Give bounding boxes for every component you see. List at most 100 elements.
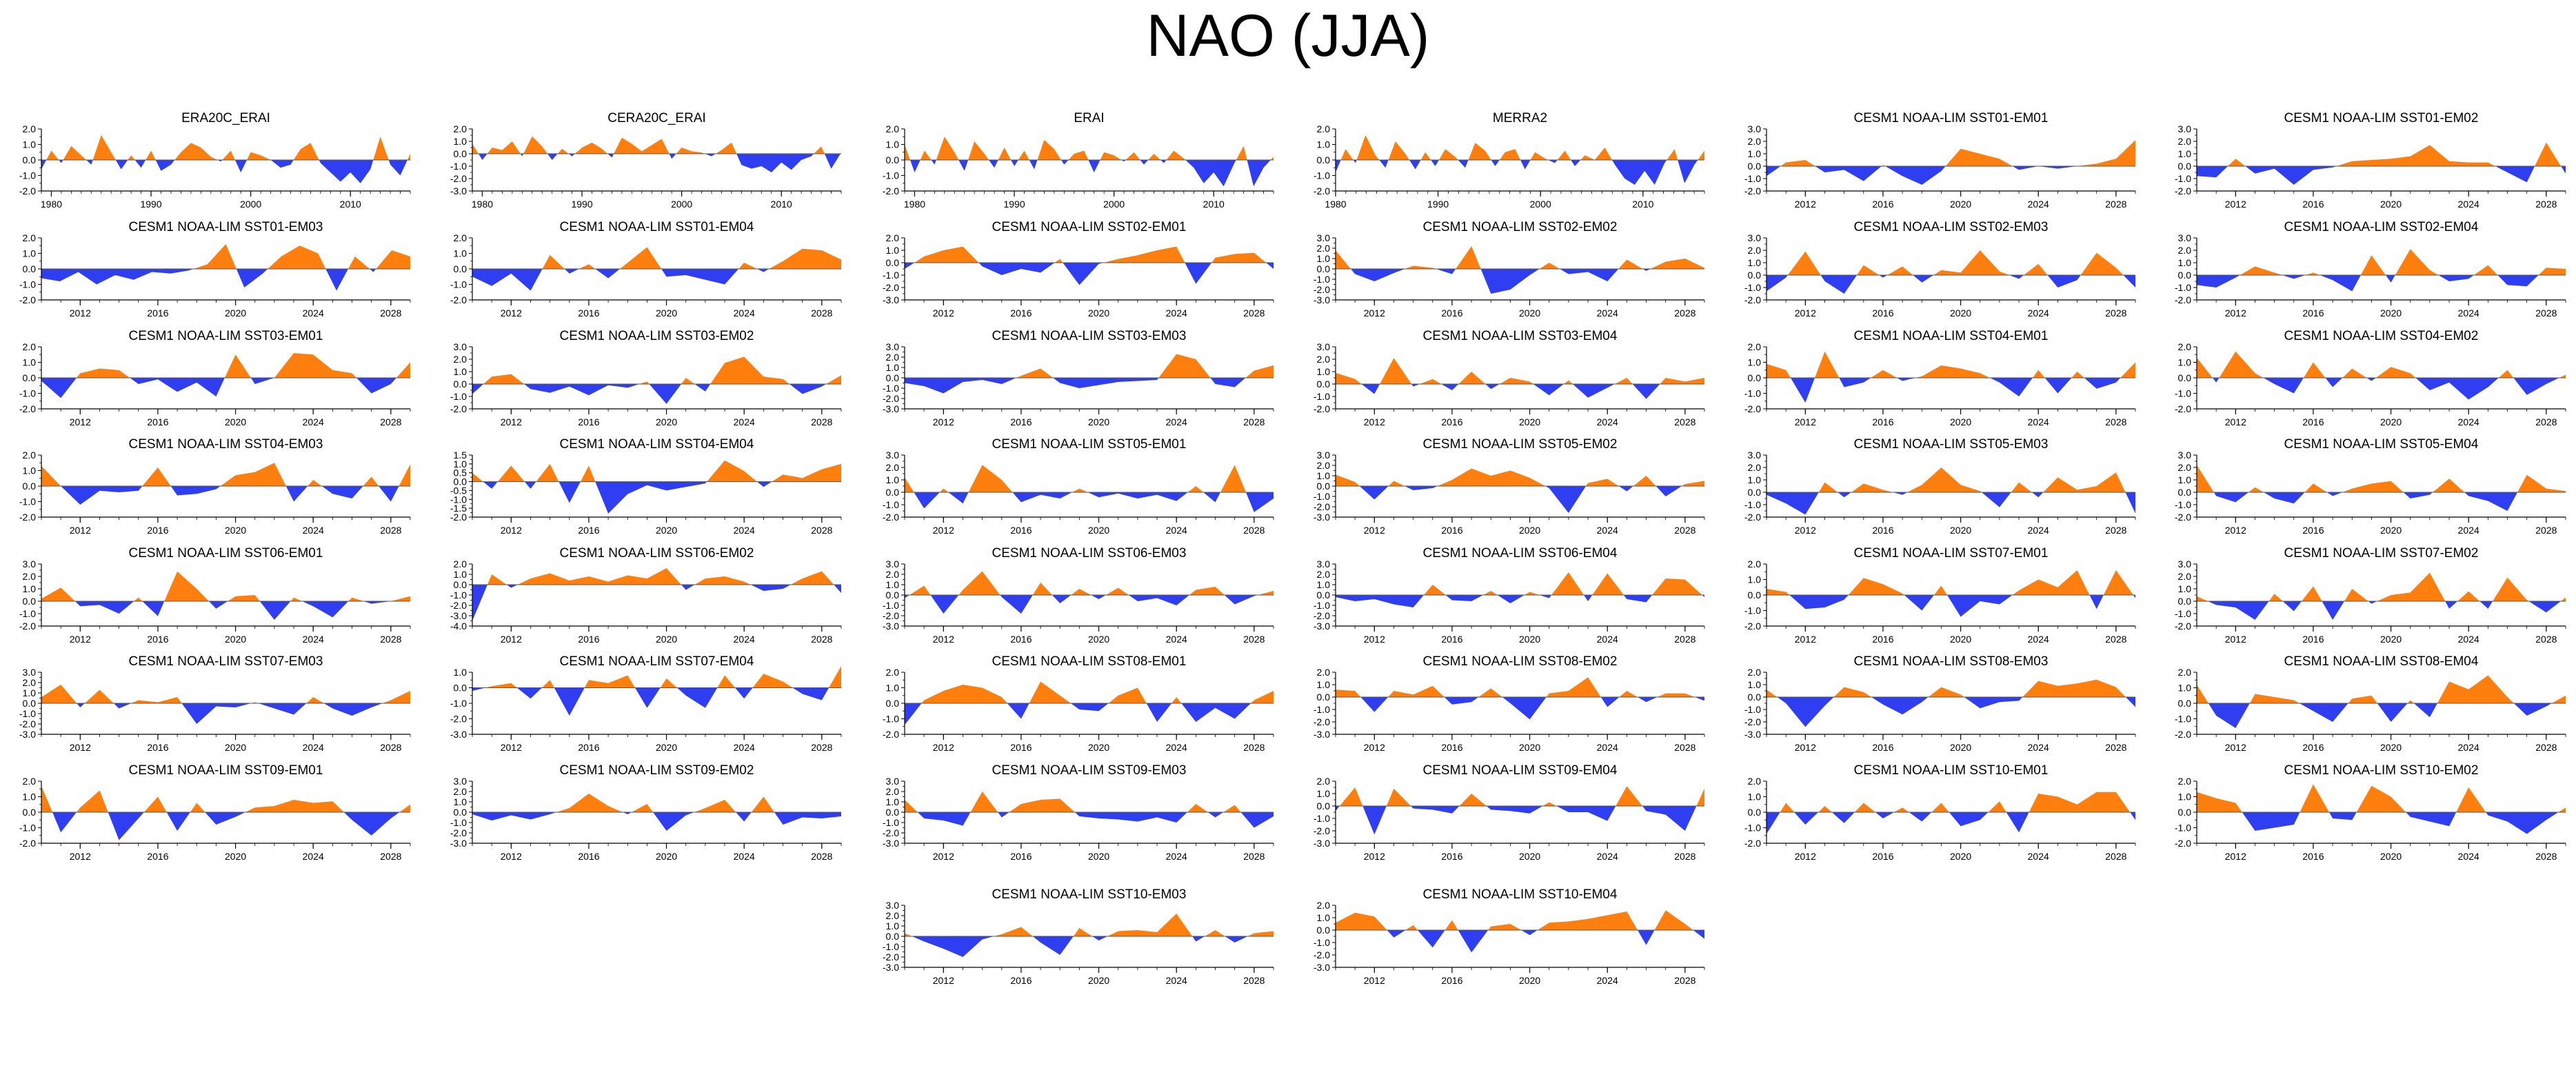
x-tick-label: 2028 (2535, 634, 2557, 645)
positive-anomaly-area (1539, 263, 1560, 269)
y-tick-label: 2.0 (2178, 245, 2192, 256)
negative-anomaly-area (1913, 275, 1934, 283)
y-tick-label: -1.0 (883, 714, 899, 725)
y-tick-label: 1.0 (2178, 257, 2192, 268)
negative-anomaly-area (1584, 595, 1593, 601)
negative-anomaly-area (356, 378, 396, 394)
x-tick-label: 2024 (2028, 416, 2049, 427)
x-tick-label: 2020 (2380, 851, 2402, 862)
y-tick-label: 1.0 (886, 139, 900, 150)
y-tick-label: -2.0 (1314, 403, 1330, 414)
positive-anomaly-area (1633, 476, 1656, 486)
y-tick-label: 1.0 (454, 667, 467, 678)
positive-anomaly-area (1388, 141, 1409, 160)
positive-anomaly-area (1616, 786, 1642, 806)
positive-anomaly-area (1857, 265, 1880, 275)
negative-anomaly-area (1497, 595, 1525, 603)
negative-anomaly-area (1638, 930, 1655, 945)
positive-anomaly-area (1388, 481, 1405, 486)
x-tick-label: 2016 (1010, 308, 1032, 319)
negative-anomaly-area (1520, 160, 1531, 170)
panel-title: CESM1 NOAA-LIM SST05-EM01 (992, 437, 1187, 452)
negative-anomaly-area (774, 812, 841, 825)
y-tick-label: -1.0 (1314, 491, 1330, 502)
positive-anomaly-area (382, 691, 410, 703)
x-tick-label: 2024 (2028, 851, 2049, 862)
y-tick-label: -1.0 (1744, 823, 1761, 834)
y-tick-label: 2.0 (23, 450, 37, 461)
negative-anomaly-area (1203, 492, 1220, 503)
x-tick-label: 2012 (70, 634, 91, 645)
x-tick-label: 2028 (380, 525, 401, 536)
x-tick-label: 2016 (1441, 851, 1462, 862)
y-tick-label: 2.0 (23, 232, 37, 243)
x-tick-label: 2016 (578, 525, 599, 536)
x-tick-label: 2020 (225, 416, 246, 427)
y-tick-label: -1.0 (1744, 173, 1761, 184)
positive-anomaly-area (1405, 265, 1436, 269)
positive-anomaly-area (1187, 804, 1208, 812)
x-tick-label: 2028 (811, 416, 832, 427)
positive-anomaly-area (222, 150, 235, 160)
negative-anomaly-area (1694, 697, 1704, 701)
negative-anomaly-area (1336, 806, 1340, 812)
negative-anomaly-area (1092, 936, 1108, 940)
x-tick-label: 2016 (1010, 634, 1032, 645)
y-tick-label: 0.0 (2178, 487, 2192, 498)
y-tick-label: 2.0 (1748, 667, 1762, 678)
negative-anomaly-area (61, 486, 143, 505)
positive-anomaly-area (41, 587, 75, 601)
positive-anomaly-area (487, 141, 521, 154)
x-tick-label: 2020 (225, 308, 246, 319)
negative-anomaly-area (2044, 378, 2072, 394)
positive-anomaly-area (968, 141, 989, 160)
y-tick-label: -3.0 (1314, 838, 1330, 849)
negative-anomaly-area (472, 812, 556, 820)
negative-anomaly-area (2282, 601, 2302, 612)
y-tick-label: -3.0 (1744, 729, 1761, 740)
negative-anomaly-area (792, 687, 829, 701)
negative-anomaly-area (2006, 812, 2029, 833)
negative-anomaly-area (319, 160, 374, 183)
negative-anomaly-area (1224, 595, 1258, 605)
y-tick-label: -2.0 (19, 838, 36, 849)
positive-anomaly-area (1187, 486, 1204, 492)
x-tick-label: 2016 (578, 416, 599, 427)
positive-anomaly-area (396, 362, 410, 378)
y-tick-label: -1.0 (883, 270, 899, 281)
panel: CESM1 NOAA-LIM SST09-EM02 -3.0-2.0-1.00.0… (450, 763, 842, 862)
y-tick-label: 1.0 (1748, 792, 1762, 803)
panel-title: CESM1 NOAA-LIM SST08-EM03 (1854, 654, 2049, 669)
x-tick-label: 2012 (1795, 525, 1816, 536)
x-tick-label: 2012 (933, 975, 954, 986)
y-tick-label: -1.0 (883, 817, 899, 828)
negative-anomaly-area (142, 601, 165, 616)
panel: CESM1 NOAA-LIM SST05-EM02 -3.0-2.0-1.00.0… (1314, 437, 1705, 536)
x-tick-label: 2020 (656, 742, 677, 753)
negative-anomaly-area (155, 160, 175, 171)
y-tick-label: 3.0 (1317, 450, 1331, 461)
y-tick-label: -2.0 (2175, 729, 2191, 740)
x-tick-label: 1990 (140, 199, 161, 210)
x-tick-label: 2020 (1519, 634, 1540, 645)
y-tick-label: 2.0 (23, 341, 37, 352)
x-tick-label: 2012 (933, 742, 954, 753)
y-tick-label: 1.0 (886, 579, 900, 590)
negative-anomaly-area (2130, 812, 2135, 820)
y-tick-label: -1.0 (883, 600, 899, 611)
negative-anomaly-area (1632, 384, 1660, 399)
negative-anomaly-area (1909, 812, 1932, 822)
negative-anomaly-area (1656, 486, 1682, 496)
negative-anomaly-area (1128, 595, 1189, 605)
x-tick-label: 2024 (303, 742, 324, 753)
positive-anomaly-area (1499, 378, 1533, 384)
positive-anomaly-area (92, 135, 116, 160)
panel: CESM1 NOAA-LIM SST05-EM04-2.0-1.00.01.02… (2175, 437, 2566, 536)
x-tick-label: 2028 (1243, 634, 1265, 645)
positive-anomaly-area (1542, 802, 1557, 806)
negative-anomaly-area (1789, 595, 1849, 609)
x-tick-label: 2024 (1166, 975, 1187, 986)
x-tick-label: 2028 (811, 634, 832, 645)
positive-anomaly-area (306, 697, 324, 703)
y-tick-label: -2.0 (19, 294, 36, 305)
